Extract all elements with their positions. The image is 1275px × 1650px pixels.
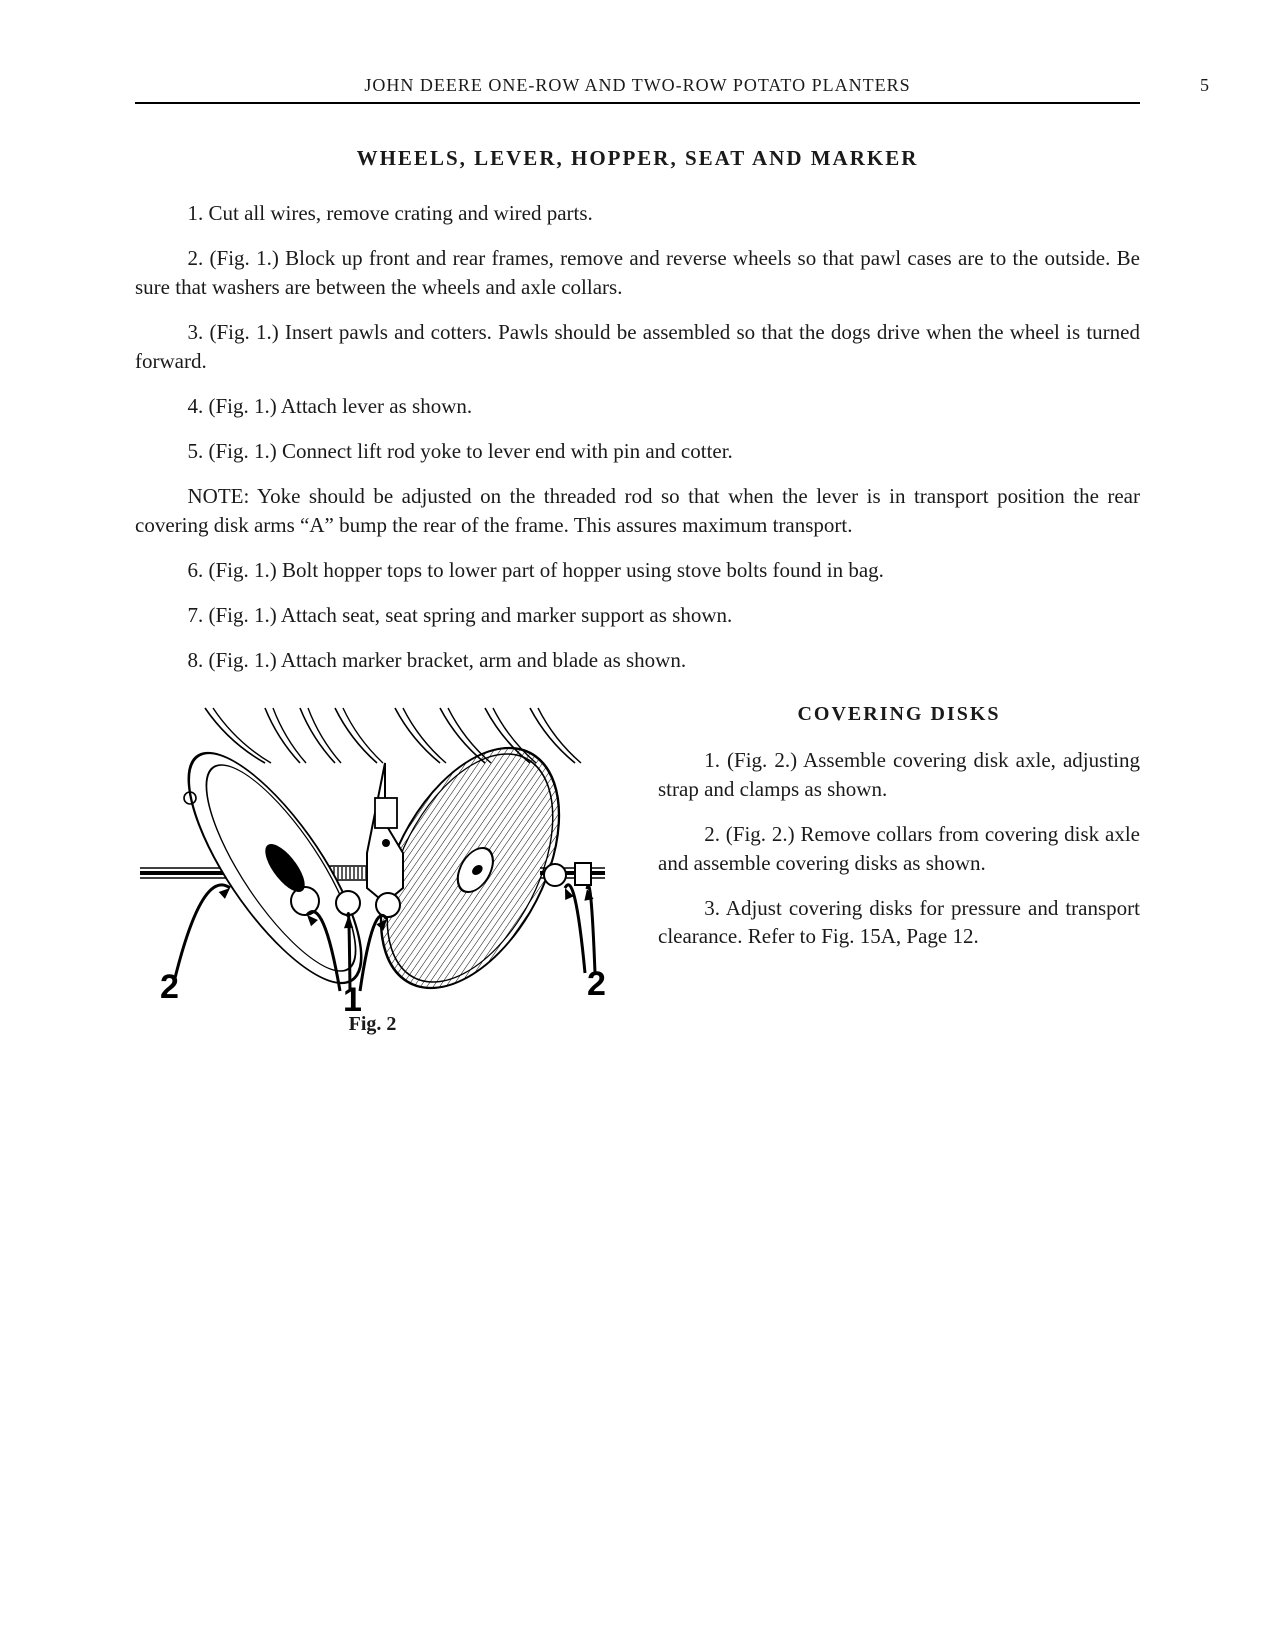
figure-and-text-columns: 2 1 2 Fig. 2 COVERING DISKS 1. (Fig. 2.) A… [135,703,1140,1036]
section-heading-covering-disks: COVERING DISKS [658,703,1140,726]
covering-disks-column: COVERING DISKS 1. (Fig. 2.) Assemble cov… [658,703,1140,1036]
figure-2-illustration: 2 1 2 [135,703,610,1013]
instruction-6: 6. (Fig. 1.) Bolt hopper tops to lower p… [135,556,1140,585]
covering-instruction-1: 1. (Fig. 2.) Assemble covering disk axle… [658,746,1140,804]
running-header: JOHN DEERE ONE-ROW AND TWO-ROW POTATO PL… [135,75,1140,104]
instruction-5: 5. (Fig. 1.) Connect lift rod yoke to le… [135,437,1140,466]
figure-2: 2 1 2 Fig. 2 [135,703,610,1036]
instruction-note: NOTE: Yoke should be adjusted on the thr… [135,482,1140,540]
section-heading-wheels: WHEELS, LEVER, HOPPER, SEAT AND MARKER [135,146,1140,171]
figure-2-caption: Fig. 2 [135,1013,610,1036]
instruction-7: 7. (Fig. 1.) Attach seat, seat spring an… [135,601,1140,630]
instruction-2: 2. (Fig. 1.) Block up front and rear fra… [135,244,1140,302]
covering-instruction-3: 3. Adjust covering disks for pressure an… [658,894,1140,952]
svg-text:2: 2 [160,968,179,1006]
figure-column: 2 1 2 Fig. 2 [135,703,610,1036]
page-number: 5 [1200,75,1210,96]
instruction-4: 4. (Fig. 1.) Attach lever as shown. [135,392,1140,421]
instruction-3: 3. (Fig. 1.) Insert pawls and cotters. P… [135,318,1140,376]
svg-text:1: 1 [343,981,362,1013]
instruction-8: 8. (Fig. 1.) Attach marker bracket, arm … [135,646,1140,675]
section1-body: 1. Cut all wires, remove crating and wir… [135,199,1140,675]
instruction-1: 1. Cut all wires, remove crating and wir… [135,199,1140,228]
page-body: JOHN DEERE ONE-ROW AND TWO-ROW POTATO PL… [0,0,1275,1036]
svg-text:2: 2 [587,965,606,1003]
running-title: JOHN DEERE ONE-ROW AND TWO-ROW POTATO PL… [364,75,910,96]
covering-instruction-2: 2. (Fig. 2.) Remove collars from coverin… [658,820,1140,878]
